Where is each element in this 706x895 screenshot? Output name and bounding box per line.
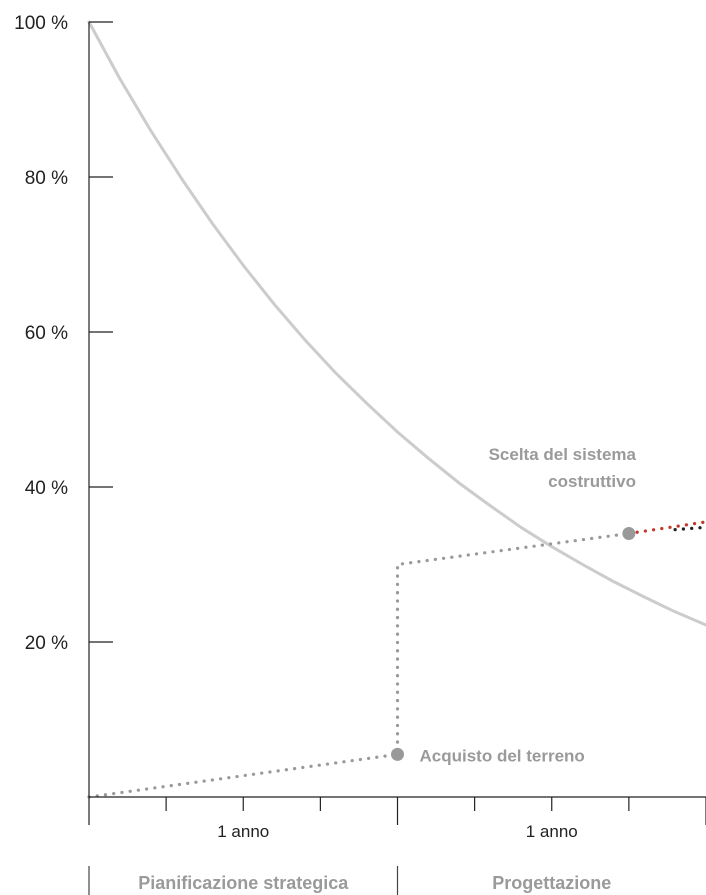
annotation-label: Acquisto del terreno (420, 746, 585, 765)
y-tick-label: 80 % (25, 168, 68, 189)
axes-layer (88, 22, 706, 798)
milestone-point (622, 527, 636, 540)
annotation-label: costruttivo (548, 472, 636, 491)
category-labels-layer: 1 anno 1 anno Pianificazione strategica Pro… (88, 822, 611, 895)
milestone-point (391, 747, 404, 761)
series-line-0 (87, 20, 706, 627)
y-tick-label: 40 % (25, 478, 68, 499)
phase-label: Progettazione (492, 873, 611, 893)
y-tick-label: 60 % (25, 323, 68, 344)
series-line-2 (627, 520, 706, 536)
points-layer: Acquisto del terreno Scelta del sistema co… (391, 445, 637, 765)
x-ticks-layer (88, 797, 706, 825)
y-ticks-layer: 100 % 80 % 60 % 40 % 20 % (14, 13, 113, 654)
series-layer (87, 20, 706, 799)
category-label: 1 anno (526, 822, 578, 841)
series-line-1 (87, 531, 631, 799)
series-line-3 (673, 525, 706, 532)
y-tick-label: 100 % (14, 13, 68, 34)
phase-label: Pianificazione strategica (138, 873, 349, 893)
category-label: 1 anno (217, 822, 269, 841)
y-tick-label: 20 % (25, 633, 68, 654)
annotation-label: Scelta del sistema (489, 445, 637, 464)
